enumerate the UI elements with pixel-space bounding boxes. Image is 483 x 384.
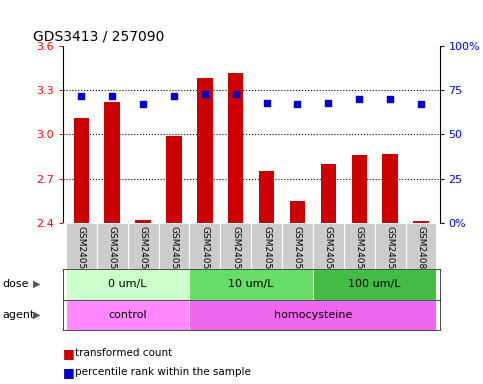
Text: ■: ■	[63, 347, 74, 360]
Text: GSM240848: GSM240848	[416, 227, 426, 281]
Bar	[282, 223, 313, 269]
Point	[201, 91, 209, 97]
Point	[417, 101, 425, 108]
Bar	[189, 300, 437, 330]
Text: control: control	[108, 310, 147, 320]
Bar	[128, 223, 158, 269]
Point	[232, 91, 240, 97]
Point	[108, 93, 116, 99]
Bar	[352, 155, 367, 223]
Bar	[66, 300, 189, 330]
Text: homocysteine: homocysteine	[274, 310, 352, 320]
Text: GSM240533: GSM240533	[324, 227, 333, 281]
Point	[170, 93, 178, 99]
Text: GSM240530: GSM240530	[231, 227, 240, 281]
Text: transformed count: transformed count	[75, 348, 172, 358]
Bar	[406, 223, 437, 269]
Text: GSM240527: GSM240527	[139, 227, 148, 281]
Bar	[383, 154, 398, 223]
Bar	[104, 102, 120, 223]
Text: GDS3413 / 257090: GDS3413 / 257090	[33, 30, 164, 43]
Text: dose: dose	[2, 279, 29, 289]
Text: 10 um/L: 10 um/L	[228, 279, 274, 289]
Bar	[344, 223, 375, 269]
Text: 0 um/L: 0 um/L	[108, 279, 147, 289]
Bar	[290, 201, 305, 223]
Point	[77, 93, 85, 99]
Bar	[73, 118, 89, 223]
Text: GSM240531: GSM240531	[262, 227, 271, 281]
Bar	[189, 269, 313, 300]
Text: GSM240525: GSM240525	[77, 227, 86, 281]
Text: GSM240532: GSM240532	[293, 227, 302, 281]
Point	[325, 99, 332, 106]
Bar	[158, 223, 189, 269]
Bar	[375, 223, 406, 269]
Bar	[259, 171, 274, 223]
Bar	[228, 73, 243, 223]
Bar	[66, 223, 97, 269]
Bar	[189, 223, 220, 269]
Point	[263, 99, 270, 106]
Bar	[251, 223, 282, 269]
Text: ▶: ▶	[33, 310, 41, 320]
Bar	[135, 220, 151, 223]
Text: GSM240528: GSM240528	[170, 227, 178, 281]
Bar	[313, 269, 437, 300]
Point	[139, 101, 147, 108]
Text: GSM240529: GSM240529	[200, 227, 209, 281]
Bar	[197, 78, 213, 223]
Text: GSM240526: GSM240526	[108, 227, 117, 281]
Text: GSM240535: GSM240535	[385, 227, 395, 281]
Bar	[166, 136, 182, 223]
Bar	[313, 223, 344, 269]
Text: ▶: ▶	[33, 279, 41, 289]
Text: GSM240534: GSM240534	[355, 227, 364, 281]
Point	[294, 101, 301, 108]
Bar	[413, 221, 429, 223]
Bar	[321, 164, 336, 223]
Text: ■: ■	[63, 366, 74, 379]
Bar	[97, 223, 128, 269]
Point	[355, 96, 363, 102]
Text: agent: agent	[2, 310, 35, 320]
Text: 100 um/L: 100 um/L	[348, 279, 401, 289]
Point	[386, 96, 394, 102]
Bar	[220, 223, 251, 269]
Text: percentile rank within the sample: percentile rank within the sample	[75, 367, 251, 377]
Bar	[66, 269, 189, 300]
